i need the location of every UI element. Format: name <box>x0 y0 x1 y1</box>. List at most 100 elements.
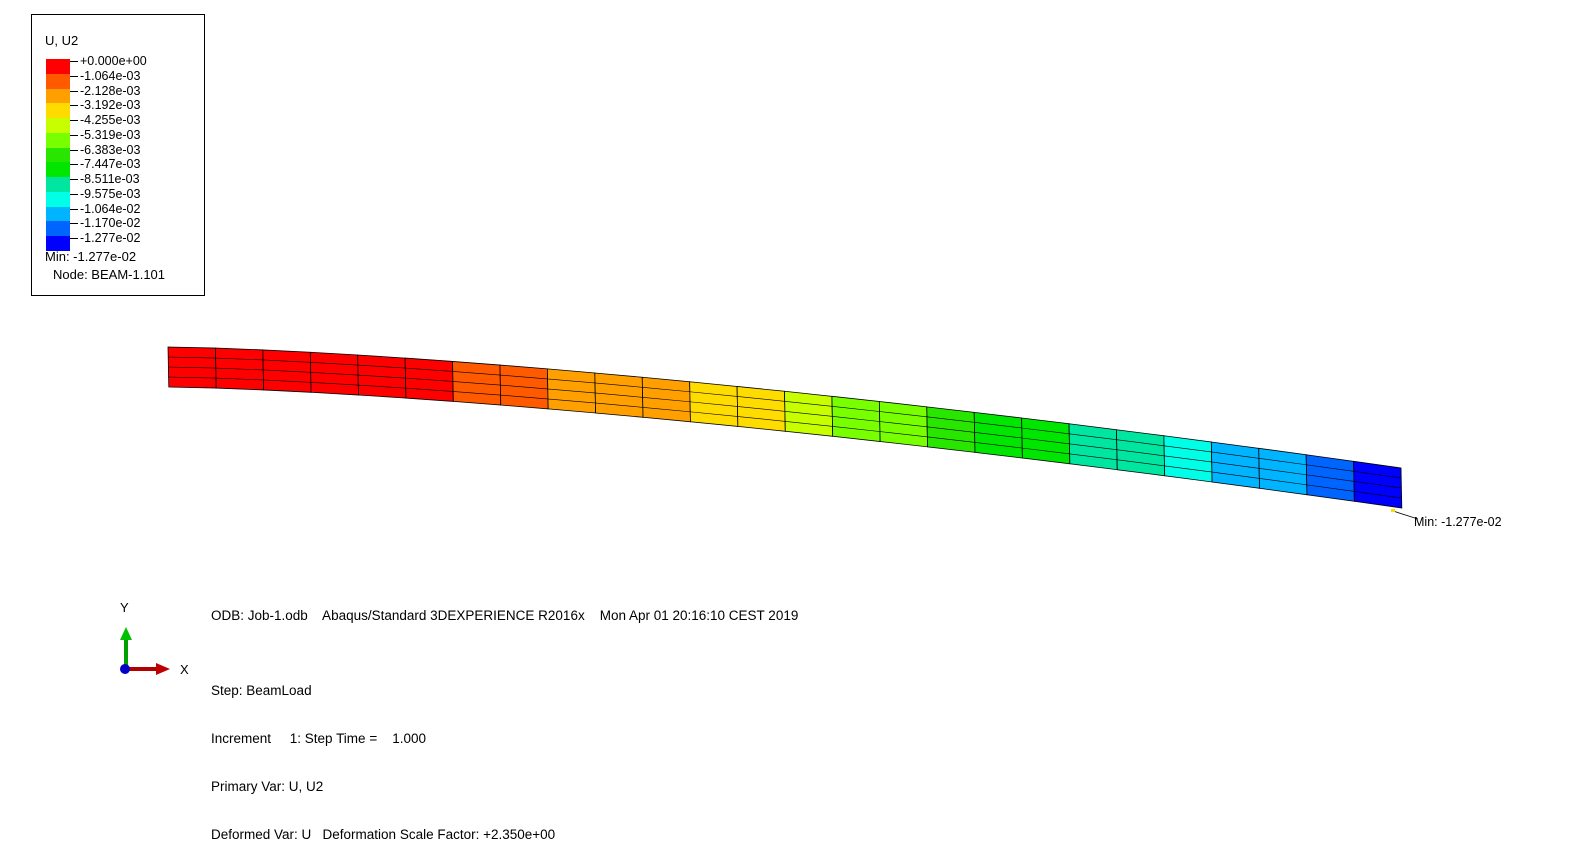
legend-swatch <box>46 73 70 89</box>
odb-info-line: ODB: Job-1.odb Abaqus/Standard 3DEXPERIE… <box>211 608 799 623</box>
mesh-line <box>926 436 975 443</box>
mesh-line <box>594 392 643 398</box>
mesh-line <box>357 374 406 379</box>
mesh-line <box>262 379 311 383</box>
legend-tick-label: -7.447e-03 <box>70 157 210 171</box>
mesh-line <box>499 394 548 400</box>
mesh-line <box>879 431 927 438</box>
mesh-line <box>1353 471 1402 479</box>
triad-y-label: Y <box>120 600 129 615</box>
mesh-line <box>926 416 975 423</box>
legend-swatch <box>46 132 70 148</box>
mesh-line <box>1353 481 1402 489</box>
mesh-line <box>689 411 738 417</box>
mesh-line <box>1211 471 1259 479</box>
mesh-line <box>262 369 311 373</box>
mesh-line <box>784 410 832 417</box>
mesh-line <box>357 384 406 389</box>
legend-tick-label: -4.255e-03 <box>70 113 210 127</box>
mesh-line <box>1116 439 1164 447</box>
mesh-line <box>357 364 406 369</box>
mesh-line <box>594 382 643 388</box>
mesh-line <box>642 386 690 393</box>
legend-title: U, U2 <box>45 33 79 48</box>
min-marker-point <box>1391 509 1395 512</box>
mesh-line <box>1306 464 1354 472</box>
deformed-beam-mesh[interactable] <box>167 346 1403 509</box>
mesh-line <box>1258 467 1307 476</box>
legend-color-bar <box>46 59 70 251</box>
model-viewport[interactable] <box>0 0 1582 744</box>
view-triad <box>120 627 170 675</box>
mesh-line <box>405 367 453 372</box>
mesh-line <box>737 416 785 422</box>
mesh-line <box>167 356 216 359</box>
mesh-line <box>215 357 263 361</box>
mesh-line <box>1163 455 1212 463</box>
mesh-line <box>405 387 453 392</box>
mesh-line <box>831 426 880 432</box>
legend-swatch <box>46 206 70 222</box>
mesh-line <box>1021 427 1070 435</box>
increment-line: Increment 1: Step Time = 1.000 <box>211 731 426 746</box>
mesh-line <box>879 411 927 418</box>
mesh-line <box>215 367 263 371</box>
mesh-line <box>831 406 880 412</box>
legend-swatch <box>46 147 70 163</box>
triad-y-arrowhead <box>120 627 132 640</box>
mesh-line <box>547 378 595 384</box>
mesh-line <box>215 377 263 381</box>
min-marker-label: Min: -1.277e-02 <box>1414 515 1502 529</box>
legend-swatch <box>46 118 70 133</box>
mesh-line <box>1258 477 1307 486</box>
mesh-line <box>1116 449 1164 457</box>
legend-tick-label: -3.192e-03 <box>70 98 210 112</box>
contour-legend: U, U2 +0.000e+00 -1.064e-03 -2.128e-03 -3.1… <box>31 14 205 296</box>
mesh-line <box>1069 453 1117 461</box>
mesh-line <box>737 406 785 412</box>
mesh-line <box>262 359 311 363</box>
legend-tick-label: -9.575e-03 <box>70 187 210 201</box>
legend-tick-label: -2.128e-03 <box>70 84 210 98</box>
legend-tick-label: -1.064e-02 <box>70 202 210 216</box>
mesh-line <box>1306 484 1354 492</box>
mesh-line <box>1211 461 1259 469</box>
mesh-line <box>879 421 927 428</box>
mesh-line <box>642 406 690 413</box>
legend-tick-label: -8.511e-03 <box>70 172 210 186</box>
step-line: Step: BeamLoad <box>211 683 312 698</box>
mesh-line <box>689 401 738 407</box>
mesh-line <box>689 391 738 397</box>
min-marker-leader <box>1392 510 1419 520</box>
mesh-line <box>310 361 358 366</box>
legend-tick-label: -6.383e-03 <box>70 143 210 157</box>
mesh-line <box>784 400 832 407</box>
legend-swatch <box>46 59 70 74</box>
mesh-line <box>784 420 832 427</box>
mesh-line <box>167 366 216 369</box>
mesh-line <box>974 422 1022 429</box>
mesh-line <box>1116 459 1164 467</box>
triad-x-label: X <box>180 662 189 677</box>
legend-tick-label: -1.277e-02 <box>70 231 210 245</box>
mesh-line <box>974 442 1022 449</box>
triad-x-arrowhead <box>156 663 170 675</box>
mesh-line <box>1306 474 1354 482</box>
legend-tick-label: +0.000e+00 <box>70 54 210 68</box>
mesh-line <box>1069 443 1117 451</box>
mesh-line <box>831 416 880 422</box>
mesh-line <box>452 371 500 376</box>
mesh-line <box>1353 491 1402 499</box>
legend-tick-label: -1.064e-03 <box>70 69 210 83</box>
mesh-line <box>452 381 500 386</box>
legend-min-value: Min: -1.277e-02 <box>45 249 137 264</box>
mesh-line <box>737 396 785 402</box>
mesh-line <box>642 396 690 403</box>
mesh-line <box>499 374 548 380</box>
legend-swatch <box>46 191 70 207</box>
legend-swatch <box>46 103 70 118</box>
mesh-line <box>1069 433 1117 441</box>
mesh-line <box>547 388 595 394</box>
mesh-line <box>974 432 1022 439</box>
mesh-line <box>594 402 643 408</box>
